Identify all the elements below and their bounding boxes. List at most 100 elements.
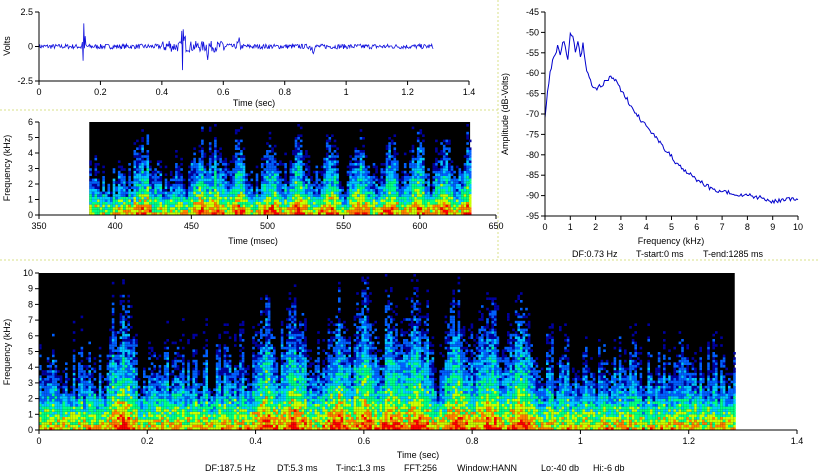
spectrogram-cell [463, 191, 467, 195]
spectrogram-cell [119, 313, 123, 316]
spectrogram-cell [162, 199, 165, 202]
spectrogram-cell [393, 199, 397, 202]
spectrogram-cell [357, 168, 360, 171]
spectrogram-cell [416, 139, 420, 143]
spectrogram-cell [70, 396, 73, 399]
spectrogram-cell [154, 170, 157, 174]
spectrogram-cell [189, 422, 193, 425]
spectrogram-cell [388, 150, 391, 153]
spectrogram-cell [202, 362, 206, 365]
spectrogram-cell [122, 380, 125, 384]
spectrogram-cell [297, 147, 300, 150]
spectrogram-cell [80, 352, 84, 355]
spectrogram-cell [380, 199, 384, 202]
spectrogram-cell [357, 160, 360, 163]
spectrogram-cell [46, 406, 50, 410]
spectrogram-cell [221, 178, 225, 182]
spectrogram-cell [146, 183, 150, 187]
spectrogram-cell [299, 207, 303, 210]
spectrogram-cell [468, 196, 472, 200]
spectrogram-cell [101, 391, 104, 394]
spectrogram-cell [150, 383, 154, 386]
spectrogram-cell [88, 419, 91, 423]
spectrogram-cell [112, 196, 116, 200]
spectrogram-cell [93, 385, 97, 389]
spectrogram-cell [364, 173, 368, 176]
spectrogram-cell [279, 163, 282, 166]
spectrogram-cell [138, 202, 142, 205]
spectrogram-cell [205, 411, 208, 415]
spectrogram-cell [432, 178, 436, 182]
spectrogram-cell [91, 388, 94, 391]
spectrogram-cell [130, 404, 133, 407]
spectrogram-cell [153, 367, 156, 371]
spectrogram-cell [97, 189, 100, 192]
spectrogram-cell [216, 199, 220, 202]
spectrogram-cell [143, 176, 147, 179]
spectrogram-cell [46, 391, 50, 394]
spectrogram-cell [273, 199, 277, 202]
spectrogram-cell [458, 168, 462, 171]
spectrogram-cell [114, 388, 117, 391]
spectrogram-cell [195, 419, 198, 423]
spectrogram-cell [137, 406, 141, 410]
spectrogram-cell [320, 186, 324, 189]
waveform-x-tick-label: 0.8 [278, 87, 291, 97]
spectrogram-cell [130, 326, 133, 329]
spectrogram-cell [328, 199, 332, 202]
spectrogram-cell [153, 411, 156, 415]
spectrogram-cell [255, 191, 259, 195]
spectrogram-cell [448, 181, 451, 184]
spectrogram-cell [273, 196, 277, 200]
spectrogram-cell [362, 186, 365, 189]
spectrogram-cell [328, 139, 332, 143]
spectrogram-cell [180, 173, 183, 176]
spectrogram-cell [164, 202, 168, 205]
spectrogram-cell [122, 406, 125, 410]
spectrogram-cell [136, 199, 139, 202]
spectrogram-cell [187, 359, 190, 363]
spectrogram-cell [214, 157, 217, 161]
spectrogram-cell [411, 194, 415, 197]
spectrogram-cell [228, 422, 232, 425]
spectrogram-cell [151, 183, 155, 187]
spectrogram-cell [416, 212, 420, 215]
spectrogram-cell [279, 160, 282, 163]
spectrogram-cell [218, 398, 221, 402]
spectrogram-cell [119, 318, 123, 321]
spectrogram-cell [205, 359, 208, 363]
spectrogram-cell [151, 202, 155, 205]
spectrogram-cell [260, 163, 264, 166]
spectrogram-cell [175, 163, 178, 166]
spectrogram-cell [215, 417, 219, 420]
spectrogram-cell [331, 207, 334, 210]
spectrogram-cell [349, 199, 352, 202]
spectrogram-cell [137, 393, 141, 397]
spectrogram-cell [203, 155, 207, 158]
spectrogram-cell [205, 419, 208, 423]
spectrogram-cell [224, 163, 228, 166]
spectrogram-cell [226, 427, 229, 430]
spectrogram-cell [349, 168, 352, 171]
spectrogram-cell [216, 168, 220, 171]
spectrogram-cell [203, 212, 207, 215]
spectrogram-cell [104, 204, 108, 208]
spectrogram-cell [210, 391, 214, 394]
spectrogram-cell [130, 354, 133, 358]
spectrogram-cell [234, 196, 238, 200]
spectrogram-cell [88, 424, 91, 428]
spectrogram-cell [279, 176, 282, 179]
spectrogram-cell [78, 365, 81, 368]
spectrogram-cell [143, 183, 147, 187]
spectrogram-cell [221, 212, 225, 215]
spectrogram-cell [406, 196, 410, 200]
spectrogram-cell [124, 357, 128, 360]
spectrogram-cell [271, 178, 274, 182]
spectrogram-cell [411, 126, 415, 130]
spectrogram-cell [192, 396, 195, 399]
spectrogram-cell [310, 191, 313, 195]
spectrogram-cell [260, 196, 264, 200]
spectrogram-cell [166, 362, 169, 365]
spectrogram-cell [70, 409, 73, 412]
spectrogram-cell [85, 422, 89, 425]
